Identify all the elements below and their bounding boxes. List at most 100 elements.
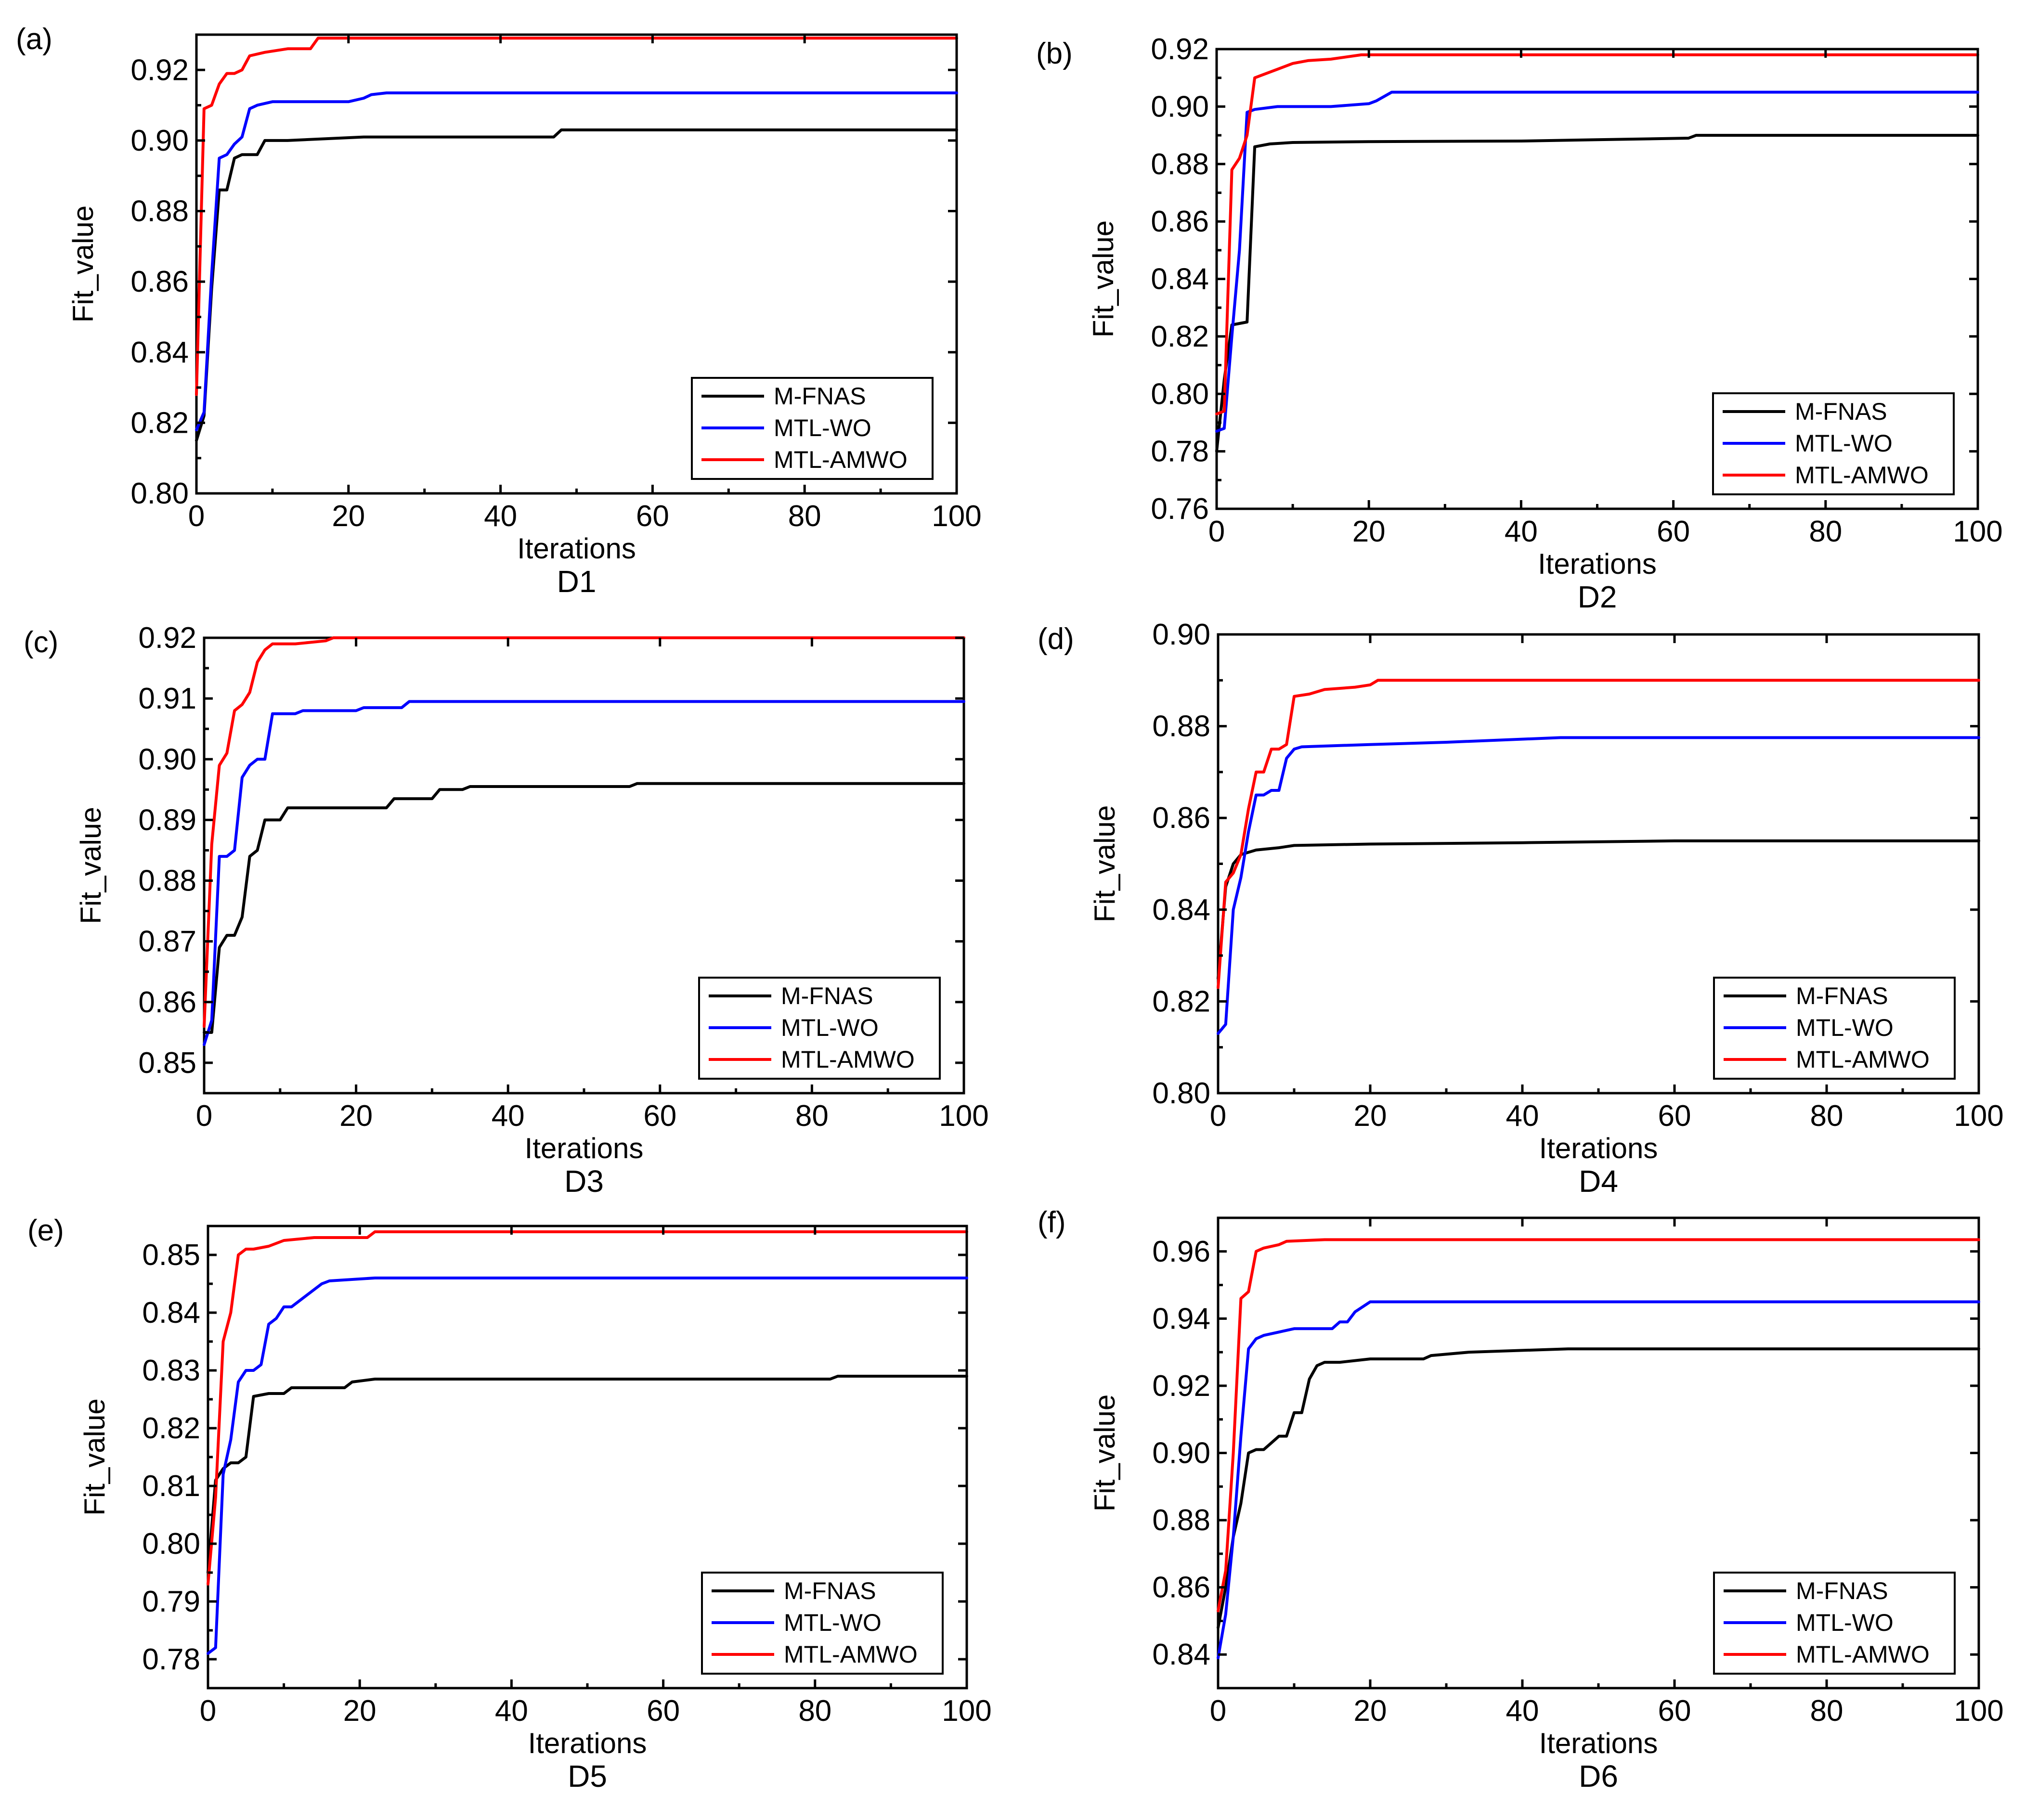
x-tick-label: 40 [1505, 515, 1538, 548]
y-tick-label: 0.87 [138, 925, 196, 958]
y-tick-label: 0.96 [1152, 1235, 1210, 1268]
x-tick-label: 80 [1810, 1099, 1843, 1133]
legend-label: MTL-AMWO [1796, 1641, 1930, 1668]
legend-label: MTL-WO [1795, 430, 1893, 457]
x-axis-title: Iterations [525, 1132, 644, 1164]
series-line [1217, 839, 1980, 980]
y-tick-label: 0.92 [1151, 33, 1209, 66]
chart-panel: 0 20 40 60 80 100 0.80 0.82 0.84 0.86 0.88 0.90 Iter… [1038, 618, 2004, 1199]
y-tick-label: 0.81 [142, 1470, 200, 1503]
x-tick-label: 100 [932, 500, 981, 533]
y-tick-label: 0.90 [1151, 90, 1209, 123]
chart-panel: 0 20 40 60 80 100 0.78 0.79 0.80 0.81 0.82 0.83 0.84… [27, 1214, 992, 1794]
x-axis-title: Iterations [517, 532, 636, 565]
dataset-label: D6 [1579, 1759, 1618, 1794]
chart-panel: 0 20 40 60 80 100 0.76 0.78 0.80 0.82 0.84 0.86 0.88… [1036, 33, 2003, 614]
x-tick-label: 60 [643, 1099, 676, 1133]
y-tick-label: 0.78 [1151, 435, 1209, 468]
legend-label: MTL-WO [781, 1014, 879, 1041]
legend-label: MTL-AMWO [1796, 1046, 1930, 1073]
dataset-label: D1 [557, 564, 597, 599]
x-tick-label: 20 [1354, 1099, 1387, 1133]
chart-panel: 0 20 40 60 80 100 0.84 0.86 0.88 0.90 0.92 0.94 0.96… [1038, 1206, 2004, 1794]
y-axis-title: Fit_value [67, 206, 99, 323]
dataset-label: D3 [564, 1164, 604, 1199]
y-tick-label: 0.82 [130, 406, 189, 439]
legend-label: M-FNAS [1795, 398, 1887, 425]
x-tick-label: 80 [1809, 515, 1842, 548]
y-tick-label: 0.88 [130, 195, 189, 228]
panel-letter: (f) [1038, 1206, 1066, 1239]
series-line [1217, 1300, 1980, 1660]
x-axis-title: Iterations [1539, 1727, 1658, 1759]
x-tick-label: 0 [1208, 515, 1225, 548]
panel-letter: (b) [1036, 37, 1073, 70]
legend-label: M-FNAS [781, 982, 873, 1009]
x-tick-label: 80 [1810, 1694, 1843, 1728]
y-tick-label: 0.84 [1151, 263, 1209, 296]
x-tick-label: 60 [647, 1694, 680, 1728]
y-tick-label: 0.84 [142, 1296, 200, 1330]
x-tick-label: 0 [196, 1099, 212, 1133]
x-tick-label: 0 [188, 500, 205, 533]
x-tick-label: 40 [495, 1694, 528, 1728]
y-axis-title: Fit_value [1089, 805, 1121, 922]
x-tick-label: 20 [343, 1694, 376, 1728]
series-line [203, 700, 965, 1046]
y-tick-label: 0.86 [1152, 801, 1210, 835]
legend-label: M-FNAS [1796, 982, 1888, 1009]
x-tick-label: 100 [942, 1694, 991, 1728]
legend-label: MTL-AMWO [774, 446, 908, 473]
x-tick-label: 100 [1954, 1099, 2003, 1133]
x-tick-label: 40 [492, 1099, 525, 1133]
y-tick-label: 0.88 [1151, 148, 1209, 181]
y-axis-title: Fit_value [1087, 220, 1119, 337]
x-tick-label: 0 [200, 1694, 216, 1728]
x-tick-label: 40 [1506, 1694, 1539, 1728]
x-axis-title: Iterations [1538, 548, 1657, 580]
chart-panel: 0 20 40 60 80 100 0.80 0.82 0.84 0.86 0.88 0.90 0.92… [16, 23, 982, 599]
x-tick-label: 0 [1210, 1694, 1226, 1728]
legend-label: M-FNAS [774, 383, 866, 410]
series-line [203, 636, 965, 1028]
series-line [1215, 53, 1979, 415]
y-axis-title: Fit_value [75, 807, 107, 924]
legend-label: MTL-WO [1796, 1014, 1894, 1041]
y-tick-label: 0.76 [1151, 492, 1209, 526]
y-tick-label: 0.92 [1152, 1369, 1210, 1403]
x-tick-label: 0 [1210, 1099, 1226, 1133]
chart-panel: 0 20 40 60 80 100 0.85 0.86 0.87 0.88 0.89 0.90 0.91… [24, 621, 989, 1199]
y-tick-label: 0.84 [1152, 1638, 1210, 1671]
panel-letter: (e) [27, 1214, 64, 1247]
series-line [207, 1375, 968, 1574]
series-line [203, 782, 965, 1034]
x-tick-label: 100 [1954, 1694, 2003, 1728]
x-tick-label: 40 [1506, 1099, 1539, 1133]
y-tick-label: 0.89 [138, 803, 196, 837]
x-tick-label: 80 [798, 1694, 831, 1728]
x-tick-label: 20 [339, 1099, 373, 1133]
series-line [207, 1230, 968, 1586]
x-tick-label: 20 [1354, 1694, 1387, 1728]
x-tick-label: 20 [1352, 515, 1386, 548]
series-line [1215, 90, 1979, 433]
y-tick-label: 0.88 [138, 865, 196, 898]
y-axis-title: Fit_value [78, 1398, 111, 1515]
y-tick-label: 0.80 [1151, 377, 1209, 411]
y-tick-label: 0.91 [138, 682, 196, 715]
series-line [207, 1277, 968, 1655]
y-tick-label: 0.90 [1152, 1437, 1210, 1470]
panel-letter: (a) [16, 23, 52, 56]
y-tick-label: 0.92 [130, 53, 189, 87]
series-line [1217, 736, 1980, 1035]
x-tick-label: 80 [795, 1099, 829, 1133]
y-tick-label: 0.85 [138, 1046, 196, 1080]
series-line [195, 91, 958, 431]
dataset-label: D2 [1578, 580, 1617, 614]
x-axis-title: Iterations [528, 1727, 647, 1759]
y-tick-label: 0.94 [1152, 1302, 1210, 1335]
y-tick-label: 0.86 [1152, 1571, 1210, 1604]
y-tick-label: 0.82 [142, 1412, 200, 1445]
x-tick-label: 60 [1658, 1694, 1691, 1728]
